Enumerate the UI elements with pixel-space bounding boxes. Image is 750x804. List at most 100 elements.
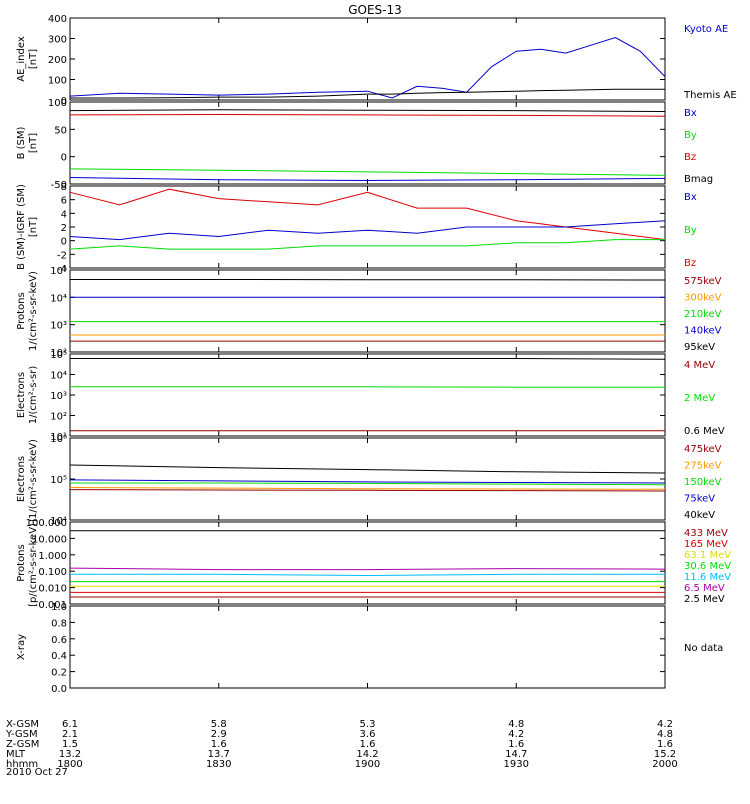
y-axis-label-bsm: B (SM) [16,126,27,159]
y-tick-label-ae: 100 [48,76,67,87]
legend-entry-xray: No data [684,643,723,654]
series-line-electrons_mev [70,359,665,360]
legend-entry-protons_kev: 300keV [684,293,722,304]
y-axis-label-electrons_kev: Electrons [16,456,27,502]
panel-frame-protons_kev [70,270,665,352]
panel-frame-electrons_mev [70,354,665,436]
legend-entry-protons_mev: 63.1 MeV [684,550,731,561]
legend-entry-electrons_kev: 75keV [684,494,715,505]
series-line-protons_kev [70,280,665,281]
series-line-bigrf [70,189,665,239]
y-tick-label-xray: 0.2 [51,668,67,679]
y-tick-label-bigrf: 6 [61,196,67,207]
series-line-bigrf [70,240,665,250]
y-tick-label-bigrf: 0 [61,237,67,248]
y-axis-label-ae: AE_index [16,36,27,82]
axis-row-value: 1830 [206,759,231,770]
series-line-protons_mev [70,574,665,575]
panel-frame-protons_mev [70,522,665,604]
y-axis-label-bigrf: B (SM)-IGRF (SM) [16,184,27,270]
y-tick-label-xray: 0.8 [51,618,67,629]
y-tick-label-bigrf: 4 [61,209,67,220]
series-line-protons_mev [70,568,665,570]
legend-entry-protons_mev: 11.6 MeV [684,572,731,583]
legend-entry-protons_kev: 95keV [684,342,715,353]
y-axis-unit-electrons_kev: 1/(cm²-s-sr-keV) [28,439,39,519]
legend-entry-bsm: By [684,130,697,141]
y-axis-unit-bsm: [nT] [28,133,39,153]
legend-entry-electrons_kev: 150keV [684,477,722,488]
y-tick-label-bsm: 100 [48,98,67,109]
y-axis-unit-electrons_mev: 1/(cm²-s-sr) [28,366,39,425]
series-line-bsm [70,115,665,117]
y-axis-unit-protons_kev: 1/(cm²-s-sr-keV) [28,271,39,351]
y-tick-label-ae: 300 [48,35,67,46]
y-tick-label-protons_mev: 1.000 [38,551,67,562]
y-tick-label-protons_kev: 10⁴ [50,293,67,304]
y-tick-label-protons_kev: 10⁵ [50,266,67,277]
y-tick-label-electrons_mev: 10² [50,412,67,423]
chart-title: GOES-13 [348,3,402,17]
panel-frame-electrons_kev [70,438,665,520]
y-tick-label-electrons_kev: 10⁵ [50,475,67,486]
axis-row-value: 1930 [504,759,529,770]
y-axis-unit-bigrf: [nT] [28,217,39,237]
series-line-electrons_kev [70,465,665,473]
y-tick-label-electrons_mev: 10⁵ [50,350,67,361]
y-tick-label-bigrf: -2 [57,250,67,261]
y-tick-label-protons_kev: 10³ [50,321,67,332]
y-tick-label-xray: 0.4 [51,651,67,662]
y-tick-label-xray: 0.0 [51,684,67,695]
y-tick-label-ae: 400 [48,14,67,25]
y-tick-label-electrons_mev: 10³ [50,391,67,402]
y-axis-unit-ae: [nT] [28,49,39,69]
y-tick-label-bsm: 50 [54,125,67,136]
legend-entry-electrons_mev: 0.6 MeV [684,426,725,437]
y-tick-label-electrons_kev: 10⁶ [50,434,67,445]
series-line-bigrf [70,221,665,240]
axis-row-value: 2000 [652,759,677,770]
legend-entry-bsm: Bx [684,108,697,119]
y-tick-label-protons_mev: 0.100 [38,567,67,578]
legend-entry-electrons_mev: 2 MeV [684,393,715,404]
series-line-electrons_kev [70,483,665,485]
legend-entry-bigrf: By [684,225,697,236]
date-label: 2010 Oct 27 [6,767,68,778]
series-line-bsm [70,110,665,112]
y-tick-label-xray: 0.6 [51,635,67,646]
panel-frame-xray [70,606,665,688]
legend-entry-protons_mev: 6.5 MeV [684,583,725,594]
panel-frame-ae [70,18,665,100]
y-axis-label-protons_kev: Protons [16,292,27,329]
legend-entry-ae: Kyoto AE [684,24,728,35]
panel-frame-bigrf [70,186,665,268]
y-tick-label-ae: 200 [48,55,67,66]
y-axis-label-xray: X-ray [16,634,27,660]
legend-entry-bsm: Bmag [684,174,713,185]
legend-entry-bsm: Bz [684,152,696,163]
y-axis-label-protons_mev: Protons [16,544,27,581]
y-axis-label-electrons_mev: Electrons [16,372,27,418]
y-tick-label-bsm: 0 [61,153,67,164]
y-tick-label-bigrf: 8 [61,182,67,193]
y-tick-label-bigrf: 2 [61,223,67,234]
legend-entry-protons_mev: 2.5 MeV [684,594,725,605]
legend-entry-bigrf: Bx [684,192,697,203]
y-tick-label-electrons_mev: 10⁴ [50,371,67,382]
legend-entry-protons_kev: 575keV [684,276,722,287]
legend-entry-electrons_kev: 475keV [684,444,722,455]
y-tick-label-protons_mev: 0.010 [38,584,67,595]
axis-row-value: 1900 [355,759,380,770]
legend-entry-bigrf: Bz [684,258,696,269]
legend-entry-electrons_mev: 4 MeV [684,360,715,371]
legend-entry-protons_mev: 165 MeV [684,539,728,550]
series-line-electrons_kev [70,490,665,491]
series-line-bsm [70,169,665,176]
y-tick-label-xray: 1.0 [51,602,67,613]
legend-entry-protons_mev: 433 MeV [684,528,728,539]
legend-entry-protons_kev: 140keV [684,326,722,337]
